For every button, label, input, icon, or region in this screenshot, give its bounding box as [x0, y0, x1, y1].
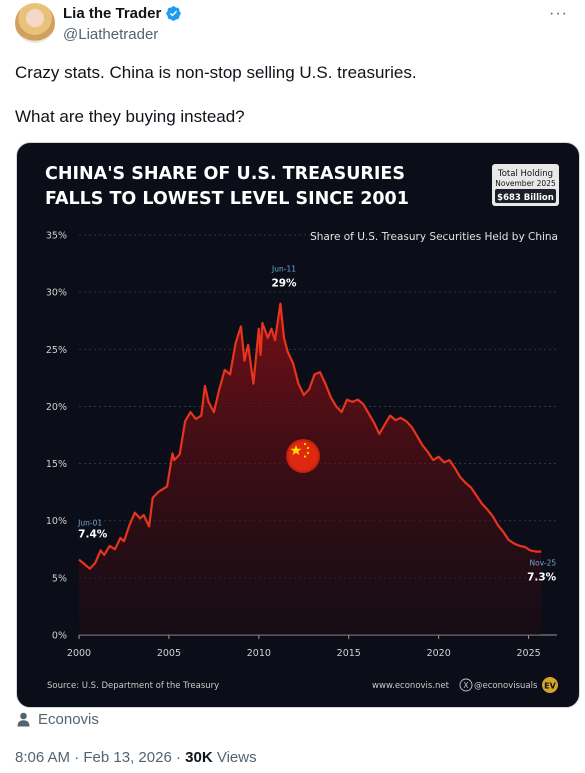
author-name-row: Lia the Trader	[63, 5, 182, 22]
econovis-logo: EV	[542, 677, 558, 693]
series-line	[78, 302, 542, 570]
x-tick-label: 2025	[517, 648, 541, 659]
chart-subtitle: Share of U.S. Treasury Securities Held b…	[310, 231, 558, 243]
y-axis: 0% 5% 10% 15% 20% 25% 30% 35%	[46, 231, 67, 642]
annotation-value: 29%	[271, 278, 297, 290]
person-icon	[17, 712, 30, 727]
verified-badge-icon	[166, 6, 182, 21]
credit-label: Econovis	[38, 711, 99, 728]
tweet-header: Lia the Trader @Liathetrader ···	[15, 3, 570, 47]
annotations: Jun-017.4% Jun-11 29% Nov-25 7.3%	[77, 265, 556, 584]
badge-line-1: Total Holding	[497, 169, 553, 179]
annotation-value: 7.3%	[527, 572, 557, 584]
y-tick-label: 35%	[46, 231, 67, 242]
tweet-line-2: What are they buying instead?	[15, 107, 245, 126]
tweet-line-1: Crazy stats. China is non-stop selling U…	[15, 63, 417, 82]
y-tick-label: 15%	[46, 459, 67, 470]
y-tick-label: 20%	[46, 402, 67, 413]
x-logo-icon: X	[459, 678, 473, 692]
annotation-value: 7.4%	[78, 528, 108, 540]
x-tick-label: 2000	[67, 648, 91, 659]
x-tick-label: 2010	[247, 648, 271, 659]
y-tick-label: 10%	[46, 516, 67, 527]
author-name[interactable]: Lia the Trader	[63, 5, 162, 22]
view-count: 30K	[185, 749, 213, 766]
y-tick-label: 0%	[52, 631, 67, 642]
total-holding-badge: Total Holding November 2025 $683 Billion	[492, 164, 559, 206]
views-label: Views	[212, 749, 257, 766]
annotation-date: Nov-25	[530, 559, 557, 568]
more-icon[interactable]: ···	[549, 5, 568, 22]
tweet-text: Crazy stats. China is non-stop selling U…	[15, 62, 570, 128]
author-handle[interactable]: @Liathetrader	[63, 26, 159, 43]
badge-line-2: November 2025	[495, 179, 556, 188]
svg-text:EV: EV	[544, 682, 556, 691]
media-credit[interactable]: Econovis	[17, 711, 99, 728]
y-tick-label: 30%	[46, 288, 67, 299]
x-axis: 2000 2005 2010 2015 2020 2025	[67, 634, 557, 659]
chart-svg: CHINA'S SHARE OF U.S. TREASURIES FALLS T…	[45, 164, 559, 693]
badge-value: $683 Billion	[497, 193, 554, 203]
tweet-time[interactable]: 8:06 AM	[15, 749, 71, 766]
annotation-date: Jun-01	[77, 518, 102, 527]
tweet-meta: 8:06 AM · Feb 13, 2026 · 30K Views	[15, 749, 257, 766]
svg-text:X: X	[463, 681, 468, 690]
avatar[interactable]	[15, 3, 55, 43]
chart-title-line-2: FALLS TO LOWEST LEVEL SINCE 2001	[45, 189, 409, 209]
annotation-date: Jun-11	[271, 265, 296, 274]
x-tick-label: 2020	[427, 648, 451, 659]
x-tick-label: 2015	[337, 648, 361, 659]
china-flag-icon	[286, 439, 320, 473]
y-tick-label: 25%	[46, 345, 67, 356]
chart-title-line-1: CHINA'S SHARE OF U.S. TREASURIES	[45, 164, 405, 184]
y-tick-label: 5%	[52, 573, 67, 584]
source-text: Source: U.S. Department of the Treasury	[47, 681, 219, 691]
x-tick-label: 2005	[157, 648, 181, 659]
social-handle: @econovisuals	[474, 681, 538, 691]
website-text: www.econovis.net	[372, 681, 450, 691]
media-card[interactable]: CHINA'S SHARE OF U.S. TREASURIES FALLS T…	[16, 142, 580, 708]
tweet-date[interactable]: Feb 13, 2026	[83, 749, 172, 766]
